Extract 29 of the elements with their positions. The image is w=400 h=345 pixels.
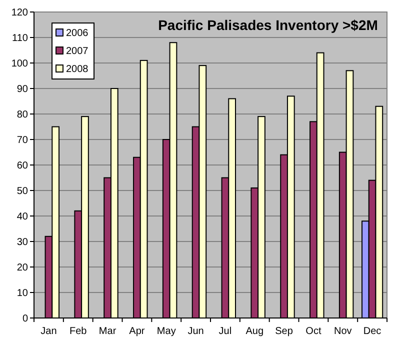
y-tick-label: 70 xyxy=(16,135,28,146)
y-tick-label: 10 xyxy=(16,288,28,299)
y-tick-label: 60 xyxy=(16,160,28,172)
x-tick-label: Mar xyxy=(98,326,117,337)
x-tick-label: Nov xyxy=(334,326,352,337)
x-tick-label: Jul xyxy=(218,326,232,337)
y-tick-label: 40 xyxy=(16,212,28,222)
y-tick-label: 90 xyxy=(16,84,28,95)
y-tick-label: 50 xyxy=(16,186,28,197)
y-tick-label: 80 xyxy=(16,110,28,120)
x-tick-label: Apr xyxy=(129,326,146,337)
y-tick-label: 100 xyxy=(11,58,28,70)
y-tick-label: 110 xyxy=(12,33,28,44)
x-tick-label: Dec xyxy=(363,326,382,337)
x-tick-label: Jun xyxy=(188,326,204,337)
chart-title: Pacific Palisades Inventory >$2M xyxy=(158,17,378,33)
x-tick-label: Sep xyxy=(275,326,294,337)
y-tick-label: 120 xyxy=(11,8,28,18)
y-tick-label: 20 xyxy=(16,262,28,274)
x-tick-label: Oct xyxy=(306,326,322,337)
legend-label: 2008 xyxy=(66,64,89,75)
y-tick-label: 0 xyxy=(22,314,28,324)
x-tick-label: Aug xyxy=(246,326,264,337)
x-tick-label: Feb xyxy=(70,326,88,337)
legend-label: 2006 xyxy=(66,28,89,39)
legend-label: 2007 xyxy=(66,46,89,57)
y-tick-label: 30 xyxy=(16,237,28,248)
x-tick-label: Jan xyxy=(40,326,57,337)
x-tick-label: May xyxy=(156,326,176,337)
